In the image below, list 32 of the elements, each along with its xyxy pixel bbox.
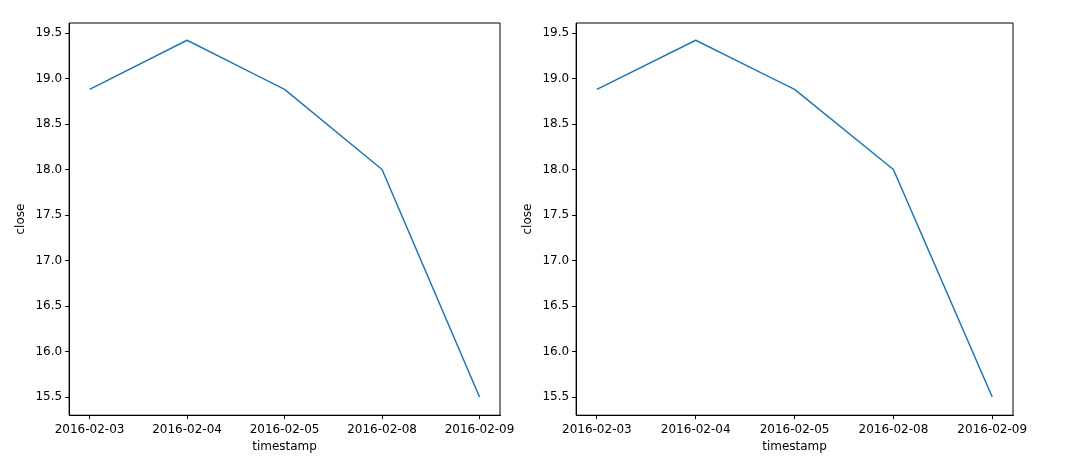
y-tick-label: 18.0 — [35, 161, 63, 176]
x-tick-label: 2016-02-05 — [249, 421, 320, 436]
y-tick-label: 16.5 — [35, 298, 63, 313]
y-tick-label: 19.0 — [35, 70, 63, 85]
x-tick-label: 2016-02-03 — [54, 421, 125, 436]
y-tick-label: 19.0 — [542, 70, 570, 85]
x-tick-label: 2016-02-08 — [347, 421, 417, 436]
y-tick-label: 17.5 — [35, 207, 63, 222]
y-axis-title: close — [13, 203, 28, 235]
y-tick-label: 16.0 — [542, 343, 570, 358]
x-tick-label: 2016-02-08 — [858, 421, 929, 436]
y-tick-label: 18.5 — [35, 116, 63, 131]
y-tick-label: 15.5 — [542, 389, 570, 404]
y-tick-label: 17.5 — [542, 207, 570, 222]
x-tick-label: 2016-02-04 — [152, 421, 222, 436]
y-tick-label: 15.5 — [35, 389, 63, 404]
x-tick-label: 2016-02-09 — [444, 421, 515, 436]
y-tick-label: 18.5 — [542, 116, 570, 131]
x-tick-label: 2016-02-03 — [562, 421, 632, 436]
x-tick-label: 2016-02-04 — [660, 421, 731, 436]
y-tick-label: 19.5 — [35, 25, 63, 40]
y-tick-label: 17.0 — [542, 252, 570, 267]
x-axis-title: timestamp — [762, 438, 827, 453]
x-tick-label: 2016-02-05 — [759, 421, 830, 436]
y-tick-label: 16.5 — [542, 298, 570, 313]
y-axis-title: close — [520, 203, 535, 235]
x-axis-title: timestamp — [252, 438, 317, 453]
y-tick-label: 16.0 — [35, 343, 63, 358]
y-tick-label: 18.0 — [542, 161, 570, 176]
x-tick-label: 2016-02-09 — [957, 421, 1028, 436]
y-tick-label: 17.0 — [35, 252, 63, 267]
y-tick-label: 19.5 — [542, 25, 570, 40]
